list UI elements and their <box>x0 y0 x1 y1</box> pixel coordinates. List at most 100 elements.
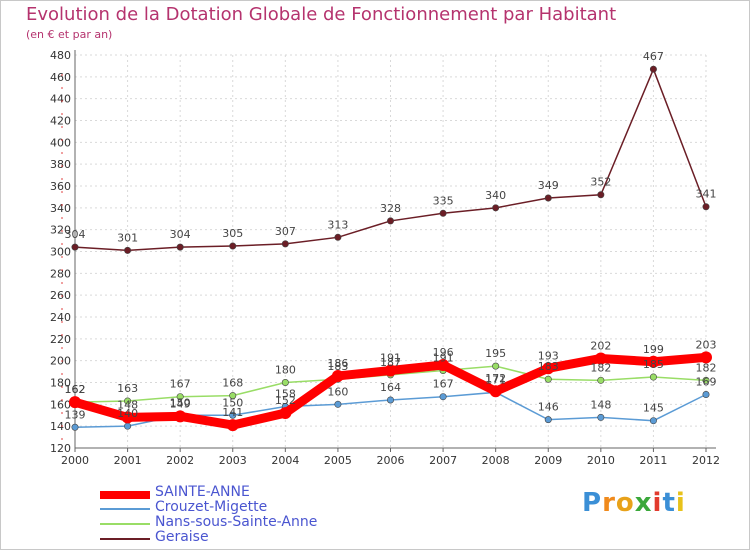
data-label-sainte-anne: 196 <box>433 346 454 359</box>
logo-letter: P <box>582 488 603 518</box>
data-point-sainte-anne <box>331 369 344 382</box>
data-point-crouzet-migette <box>439 393 447 401</box>
data-point-geraise <box>597 191 605 199</box>
x-tick-label: 2007 <box>429 454 457 467</box>
data-label-crouzet-migette: 146 <box>538 401 559 414</box>
y-tick-label: 380 <box>50 158 71 171</box>
y-tick-label: 120 <box>50 442 71 455</box>
data-label-nans-sous-sainte-anne: 191 <box>433 351 454 364</box>
data-label-nans-sous-sainte-anne: 163 <box>117 382 138 395</box>
data-point-geraise <box>334 233 342 241</box>
data-label-crouzet-migette: 169 <box>696 376 717 389</box>
data-point-nans-sous-sainte-anne <box>176 393 184 401</box>
data-label-sainte-anne: 172 <box>485 372 506 385</box>
legend-swatch-sainte-anne <box>100 491 150 499</box>
data-label-geraise: 307 <box>275 225 296 238</box>
data-point-crouzet-migette <box>334 400 342 408</box>
y-tick-label: 400 <box>50 136 71 149</box>
x-tick-label: 2003 <box>219 454 247 467</box>
data-point-crouzet-migette <box>386 396 394 404</box>
data-label-sainte-anne: 191 <box>380 351 401 364</box>
data-label-nans-sous-sainte-anne: 185 <box>643 358 664 371</box>
chart-title: Evolution de la Dotation Globale de Fonc… <box>26 4 617 25</box>
data-label-geraise: 349 <box>538 179 559 192</box>
data-point-geraise <box>386 217 394 225</box>
data-point-nans-sous-sainte-anne <box>124 397 132 405</box>
data-label-nans-sous-sainte-anne: 180 <box>275 364 296 377</box>
data-label-crouzet-migette: 171 <box>485 373 506 386</box>
y-tick-label: 340 <box>50 202 71 215</box>
data-labels: 304 301 304 305 307 313 328 335 340 349 352 467 341 1… <box>65 50 717 421</box>
legend-swatch-geraise <box>100 538 150 540</box>
data-point-crouzet-migette <box>597 413 605 421</box>
y-tick-label: 440 <box>50 93 71 106</box>
data-label-sainte-anne: 186 <box>327 357 348 370</box>
data-point-sainte-anne <box>489 385 502 398</box>
x-tick-label: 2001 <box>114 454 142 467</box>
y-tick-label: 480 <box>50 49 71 62</box>
data-label-geraise: 304 <box>65 228 86 241</box>
data-point-sainte-anne <box>647 355 660 368</box>
data-point-crouzet-migette <box>71 423 79 431</box>
y-tick-label: 320 <box>50 224 71 237</box>
data-label-sainte-anne: 193 <box>538 349 559 362</box>
legend-label-crouzet-migette: Crouzet-Migette <box>155 499 268 515</box>
data-label-geraise: 328 <box>380 202 401 215</box>
x-tick-label: 2009 <box>534 454 562 467</box>
y-tick-label: 140 <box>50 420 71 433</box>
x-tick-label: 2012 <box>692 454 720 467</box>
data-label-geraise: 341 <box>696 188 717 201</box>
data-point-geraise <box>71 243 79 251</box>
y-tick-label: 200 <box>50 355 71 368</box>
data-point-sainte-anne <box>437 359 450 372</box>
y-tick-label: 280 <box>50 267 71 280</box>
data-label-crouzet-migette: 167 <box>433 378 454 391</box>
y-tick-label: 220 <box>50 333 71 346</box>
x-tick-label: 2011 <box>639 454 667 467</box>
data-label-sainte-anne: 152 <box>275 394 296 407</box>
x-tick-label: 2010 <box>587 454 615 467</box>
data-label-sainte-anne: 199 <box>643 343 664 356</box>
legend-label-geraise: Geraise <box>155 529 209 545</box>
data-point-nans-sous-sainte-anne <box>281 378 289 386</box>
data-label-crouzet-migette: 158 <box>275 388 296 401</box>
data-label-nans-sous-sainte-anne: 182 <box>590 361 611 374</box>
data-point-geraise <box>649 65 657 73</box>
logo-letter: o <box>615 488 635 518</box>
data-label-sainte-anne: 141 <box>222 406 243 419</box>
data-label-crouzet-migette: 139 <box>65 408 86 421</box>
y-tick-label: 420 <box>50 115 71 128</box>
series <box>69 65 712 432</box>
x-tick-label: 2004 <box>271 454 299 467</box>
data-point-sainte-anne <box>279 407 292 420</box>
data-point-sainte-anne <box>542 362 555 375</box>
data-label-nans-sous-sainte-anne: 195 <box>485 347 506 360</box>
data-point-sainte-anne <box>384 364 397 377</box>
x-tick-label: 2008 <box>482 454 510 467</box>
data-point-sainte-anne <box>226 419 239 432</box>
data-label-sainte-anne: 149 <box>170 397 191 410</box>
data-point-crouzet-migette <box>702 391 710 399</box>
x-tick-label: 2006 <box>377 454 405 467</box>
legend-swatch-nans-sous-sainte-anne <box>100 523 150 525</box>
y-tick-label: 360 <box>50 180 71 193</box>
data-label-crouzet-migette: 140 <box>117 407 138 420</box>
data-point-nans-sous-sainte-anne <box>702 376 710 384</box>
y-tick-label: 460 <box>50 71 71 84</box>
data-label-geraise: 313 <box>327 218 348 231</box>
y-tick-label: 260 <box>50 289 71 302</box>
y-tick-label: 180 <box>50 377 71 390</box>
proxiti-logo: Proxiti <box>582 488 686 518</box>
data-point-geraise <box>176 243 184 251</box>
data-point-sainte-anne <box>594 352 607 365</box>
logo-letter: i <box>652 488 663 518</box>
data-label-nans-sous-sainte-anne: 187 <box>380 356 401 369</box>
data-point-geraise <box>439 209 447 217</box>
y-tick-label: 300 <box>50 246 71 259</box>
data-point-nans-sous-sainte-anne <box>544 375 552 383</box>
data-label-nans-sous-sainte-anne: 183 <box>327 360 348 373</box>
data-label-crouzet-migette: 160 <box>327 385 348 398</box>
data-point-geraise <box>702 203 710 211</box>
legend-label-nans-sous-sainte-anne: Nans-sous-Sainte-Anne <box>155 514 318 530</box>
